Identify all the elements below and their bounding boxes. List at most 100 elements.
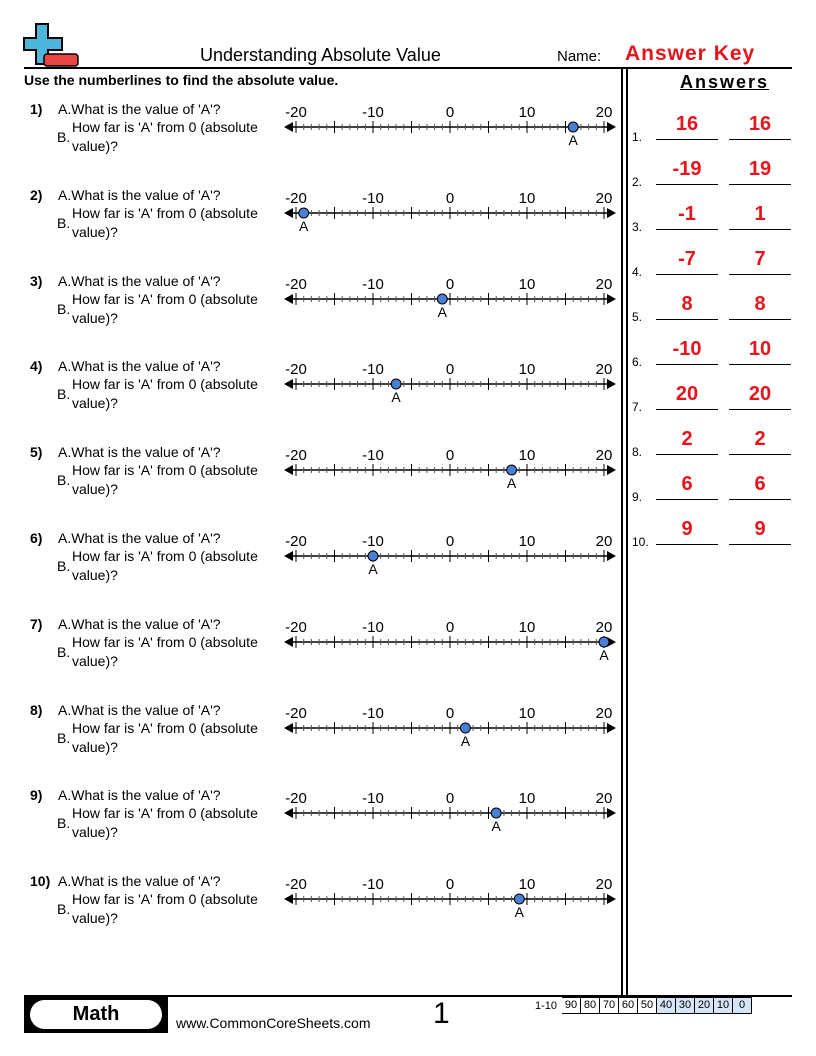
question-qa: A.What is the value of 'A'? — [58, 358, 221, 375]
question-qb1: How far is 'A' from 0 (absolute — [72, 719, 258, 736]
tick-label: 0 — [446, 276, 454, 293]
score-cell: 70 — [600, 997, 620, 1014]
site-url: www.CommonCoreSheets.com — [176, 1015, 371, 1031]
tick-label: 10 — [519, 876, 536, 893]
question-qa: A.What is the value of 'A'? — [58, 444, 221, 461]
tick-label: -10 — [362, 104, 384, 121]
name-label: Name: — [557, 48, 602, 65]
tick-label: 20 — [596, 533, 613, 550]
arrow-left-icon — [284, 722, 293, 733]
answer-a: -19 — [656, 158, 718, 185]
tick-label: -20 — [285, 190, 307, 207]
divider — [626, 68, 628, 996]
answer-a: -1 — [656, 203, 718, 230]
question-qa: A.What is the value of 'A'? — [58, 530, 221, 546]
number-line: -20 -10 0 10 20 A — [284, 876, 616, 920]
arrow-right-icon — [607, 551, 616, 561]
arrow-left-icon — [284, 379, 293, 390]
point-label: A — [391, 389, 401, 405]
point-a — [298, 207, 310, 219]
tick-label: 10 — [519, 276, 536, 293]
number-line: -20 -10 0 10 20 A — [284, 190, 616, 234]
question-qb2: value)? — [72, 824, 118, 841]
answer-b: 9 — [729, 518, 791, 545]
tick-label: -20 — [285, 790, 307, 807]
answer-n: 7. — [632, 400, 643, 414]
problem-2: 2) A.What is the value of 'A'? How far is … — [0, 187, 620, 273]
arrow-right-icon — [607, 636, 616, 647]
question-qa: A.What is the value of 'A'? — [58, 787, 221, 804]
arrow-right-icon — [607, 293, 616, 304]
answer-row: 6. -10 10 — [632, 338, 802, 378]
tick-label: 0 — [446, 447, 454, 464]
answer-a: 8 — [656, 293, 718, 320]
tick-label: 0 — [446, 619, 454, 636]
question-qb1: How far is 'A' from 0 (absolute — [72, 805, 258, 822]
subject-label: Math — [30, 1000, 162, 1029]
question-qa: A.What is the value of 'A'? — [58, 101, 221, 117]
point-label: A — [599, 647, 609, 663]
tick-label: 10 — [519, 361, 536, 378]
answer-b: 1 — [729, 203, 791, 230]
arrow-left-icon — [284, 551, 293, 561]
tick-label: -20 — [285, 276, 307, 293]
answer-row: 5. 8 8 — [632, 293, 802, 333]
point-a — [506, 464, 518, 476]
point-a — [490, 807, 502, 819]
question-num: 10) — [30, 873, 51, 890]
tick-label: -10 — [362, 533, 384, 550]
arrow-right-icon — [607, 379, 616, 390]
instructions: Use the numberlines to find the absolute… — [24, 72, 339, 88]
tick-label: 0 — [446, 533, 454, 550]
arrow-left-icon — [284, 122, 293, 132]
point-label: A — [299, 218, 309, 234]
number-line: -20 -10 0 10 20 A — [284, 790, 616, 834]
tick-label: 10 — [519, 790, 536, 807]
answer-b: 10 — [729, 338, 791, 365]
point-a — [598, 636, 610, 648]
arrow-left-icon — [284, 808, 293, 819]
question-qb-prefix: B. — [57, 901, 71, 918]
question-qb-prefix: B. — [57, 815, 71, 832]
answer-n: 3. — [632, 220, 643, 234]
tick-label: 0 — [446, 705, 454, 722]
arrow-left-icon — [284, 207, 293, 218]
arrow-right-icon — [607, 894, 616, 905]
problem-5: 5) A.What is the value of 'A'? How far is … — [0, 444, 620, 530]
question-qb2: value)? — [72, 223, 118, 240]
name-value: Answer Key — [625, 42, 756, 65]
tick-label: 20 — [596, 104, 613, 121]
score-cell: 60 — [619, 997, 639, 1014]
point-a — [367, 550, 379, 562]
answer-row: 7. 20 20 — [632, 383, 802, 423]
answer-row: 3. -1 1 — [632, 203, 802, 243]
score-cell: 0 — [733, 997, 753, 1014]
question-qa: A.What is the value of 'A'? — [58, 873, 221, 890]
question-num: 5) — [30, 444, 43, 461]
problem-4: 4) A.What is the value of 'A'? How far is … — [0, 358, 620, 444]
answer-n: 4. — [632, 265, 643, 279]
problem-6: 6) A.What is the value of 'A'? How far is … — [0, 530, 620, 616]
answer-b: 7 — [729, 248, 791, 275]
tick-label: -10 — [362, 276, 384, 293]
answer-row: 4. -7 7 — [632, 248, 802, 288]
question-qb-prefix: B. — [57, 472, 71, 489]
question-num: 3) — [30, 272, 43, 289]
question-qb-prefix: B. — [57, 214, 71, 231]
tick-label: 10 — [519, 619, 536, 636]
question-qb1: How far is 'A' from 0 (absolute — [72, 376, 258, 393]
score-cell: 80 — [581, 997, 601, 1014]
answers-title: Answers — [680, 72, 770, 92]
tick-label: -10 — [362, 619, 384, 636]
question-qb2: value)? — [72, 395, 118, 412]
tick-label: -20 — [285, 104, 307, 121]
point-a — [567, 121, 579, 133]
point-label: A — [507, 475, 517, 491]
question-qb1: How far is 'A' from 0 (absolute — [72, 548, 258, 564]
divider — [24, 995, 792, 997]
number-line: -20 -10 0 10 20 A — [284, 533, 616, 577]
answer-n: 8. — [632, 445, 643, 459]
score-cell: 30 — [676, 997, 696, 1014]
score-cell: 20 — [695, 997, 715, 1014]
